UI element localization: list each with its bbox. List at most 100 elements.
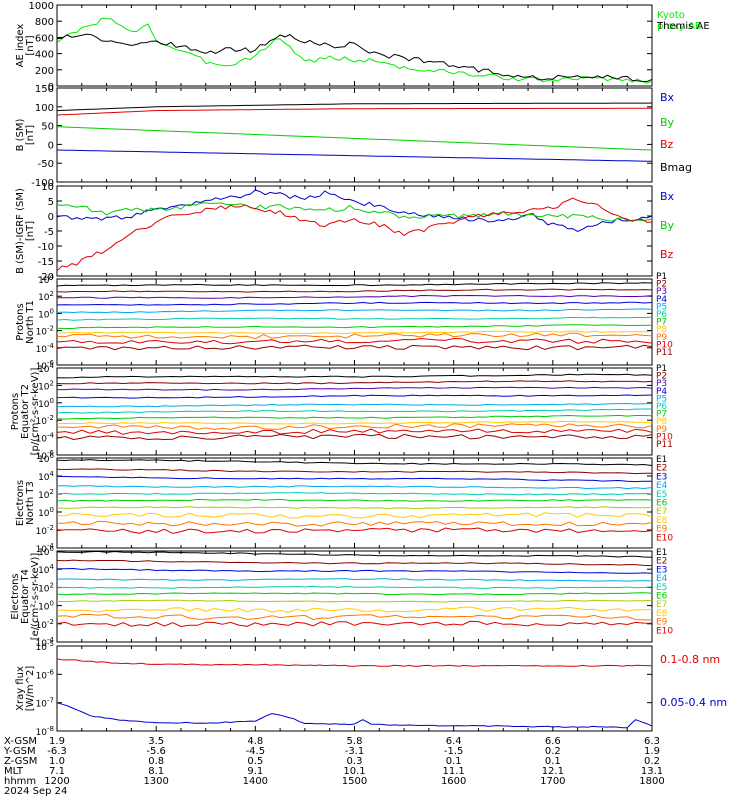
y-axis-label: [e/(cm²-s-sr-keV)]: [30, 553, 41, 641]
y-axis-label: Equator T4: [20, 569, 31, 624]
legend-label: E7: [656, 507, 667, 517]
ephemeris-row-label: Y-GSM: [3, 746, 36, 757]
legend-label: Bmag: [660, 161, 692, 174]
series-line-e7: [57, 506, 652, 510]
legend-label: E9: [656, 525, 668, 535]
series-line-kyoto-proxy-ae: [57, 17, 652, 84]
ephemeris-value: 0.1: [446, 756, 462, 767]
y-axis-label: [nT]: [25, 221, 36, 241]
legend-label: Themis AE: [656, 21, 710, 32]
series-group: [57, 17, 652, 84]
legend-label: 0.1-0.8 nm: [660, 653, 720, 666]
y-axis-label: Electrons: [15, 480, 26, 526]
series-line-e3: [57, 475, 652, 483]
y-axis-label: Xray flux: [15, 666, 26, 711]
ephemeris-value: 1700: [540, 776, 565, 787]
y-tick-label: 1000: [29, 1, 54, 12]
date-label: 2024 Sep 24: [4, 786, 67, 797]
y-tick-label: 800: [35, 17, 54, 28]
y-axis-label: [W/m^2]: [25, 666, 36, 712]
legend-label: E4: [656, 574, 668, 584]
legend-label: P11: [656, 348, 673, 358]
series-line-p8: [57, 330, 652, 335]
series-line-p3: [57, 294, 652, 299]
y-tick-label: 10: [41, 182, 54, 193]
series-line-p6: [57, 316, 652, 321]
y-tick-label: -5: [44, 227, 54, 238]
legend-label: P8: [656, 325, 667, 335]
series-line-e9: [57, 520, 652, 527]
legend-label: P9: [656, 333, 667, 343]
ephemeris-value: 7.1: [49, 766, 65, 777]
ephemeris-table: X-GSM 1.9 3.5 4.8 5.8 6.4 6.6 6.3 Y-GSM -6.3 -5.6 -…: [3, 736, 665, 797]
ephemeris-value: 0.8: [148, 756, 164, 767]
series-line-themis-ae: [57, 33, 652, 83]
legend-label: P2: [656, 280, 667, 290]
legend-label: E2: [656, 464, 667, 474]
legend-label: E6: [656, 499, 668, 509]
panel-ae: 0 200 400 600 800 1000 AE index [nT] Kyotoproxy …: [15, 1, 710, 93]
legend-label: P3: [656, 287, 667, 297]
series-line-by: [57, 202, 652, 222]
ephemeris-value: 6.4: [446, 736, 462, 747]
y-tick-label: -10: [38, 242, 54, 253]
legend-label: P4: [656, 295, 667, 305]
y-axis-label: AE index: [15, 24, 26, 68]
y-tick-label: -50: [38, 159, 54, 170]
series-line-e10: [57, 527, 652, 534]
y-axis-label: Electrons: [10, 573, 21, 619]
series-line-p4: [57, 394, 652, 399]
series-group: [57, 282, 652, 351]
ephemeris-value: 0.3: [347, 756, 363, 767]
panel-frame: [56, 185, 653, 277]
ephemeris-value: 13.1: [641, 766, 663, 777]
ephemeris-value: -5.6: [146, 746, 166, 757]
y-axis-label: Equator T2: [20, 384, 31, 439]
series-line-p10: [57, 428, 652, 435]
ephemeris-value: 10.1: [343, 766, 365, 777]
ephemeris-value: 0.1: [545, 756, 561, 767]
series-line-p7: [57, 414, 652, 420]
ephemeris-value: -6.3: [47, 746, 67, 757]
y-tick-label: 10-4: [36, 342, 55, 355]
series-line-p3: [57, 386, 652, 391]
series-line-e4: [57, 485, 652, 490]
series-group: [57, 102, 652, 162]
legend-label: Kyoto: [657, 10, 685, 21]
y-tick-label: 100: [38, 506, 54, 519]
series-line-p1: [57, 373, 652, 379]
series-group: [57, 658, 652, 729]
y-tick-label: 10-2: [36, 524, 54, 537]
y-tick-label: 102: [38, 488, 54, 501]
y-tick-label: 100: [35, 103, 54, 114]
legend-label: E1: [656, 455, 667, 465]
y-axis-label: B (SM)-IGRF (SM): [15, 188, 26, 274]
ephemeris-value: 5.8: [347, 736, 363, 747]
series-line-p10: [57, 337, 652, 345]
ephemeris-value: 1200: [44, 776, 69, 787]
series-group: [57, 551, 652, 628]
legend-label: Bx: [660, 190, 675, 203]
legend-label: P7: [656, 318, 667, 328]
ephemeris-value: 8.1: [148, 766, 164, 777]
series-line-0-05-0-4-nm: [57, 702, 652, 729]
legend-label: E8: [656, 516, 668, 526]
y-tick-label: 150: [35, 84, 54, 95]
legend-label: E9: [656, 618, 668, 628]
legend-label: P1: [656, 272, 667, 282]
ephemeris-value: 0.2: [644, 756, 660, 767]
legend-label: E4: [656, 481, 668, 491]
ephemeris-value: 1600: [441, 776, 466, 787]
y-axis-label: [p/(cm²-s-sr-keV)]: [30, 368, 41, 456]
y-axis-label: Protons: [10, 393, 21, 430]
ephemeris-value: 4.8: [247, 736, 263, 747]
y-tick-label: 200: [35, 66, 54, 77]
ephemeris-value: 0.5: [247, 756, 263, 767]
y-axis-label: Protons: [15, 303, 26, 340]
legend-label: P2: [656, 372, 667, 382]
series-group: [57, 459, 652, 534]
y-tick-label: 50: [41, 122, 54, 133]
